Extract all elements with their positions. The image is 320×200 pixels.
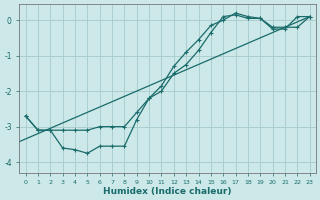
X-axis label: Humidex (Indice chaleur): Humidex (Indice chaleur) — [103, 187, 232, 196]
